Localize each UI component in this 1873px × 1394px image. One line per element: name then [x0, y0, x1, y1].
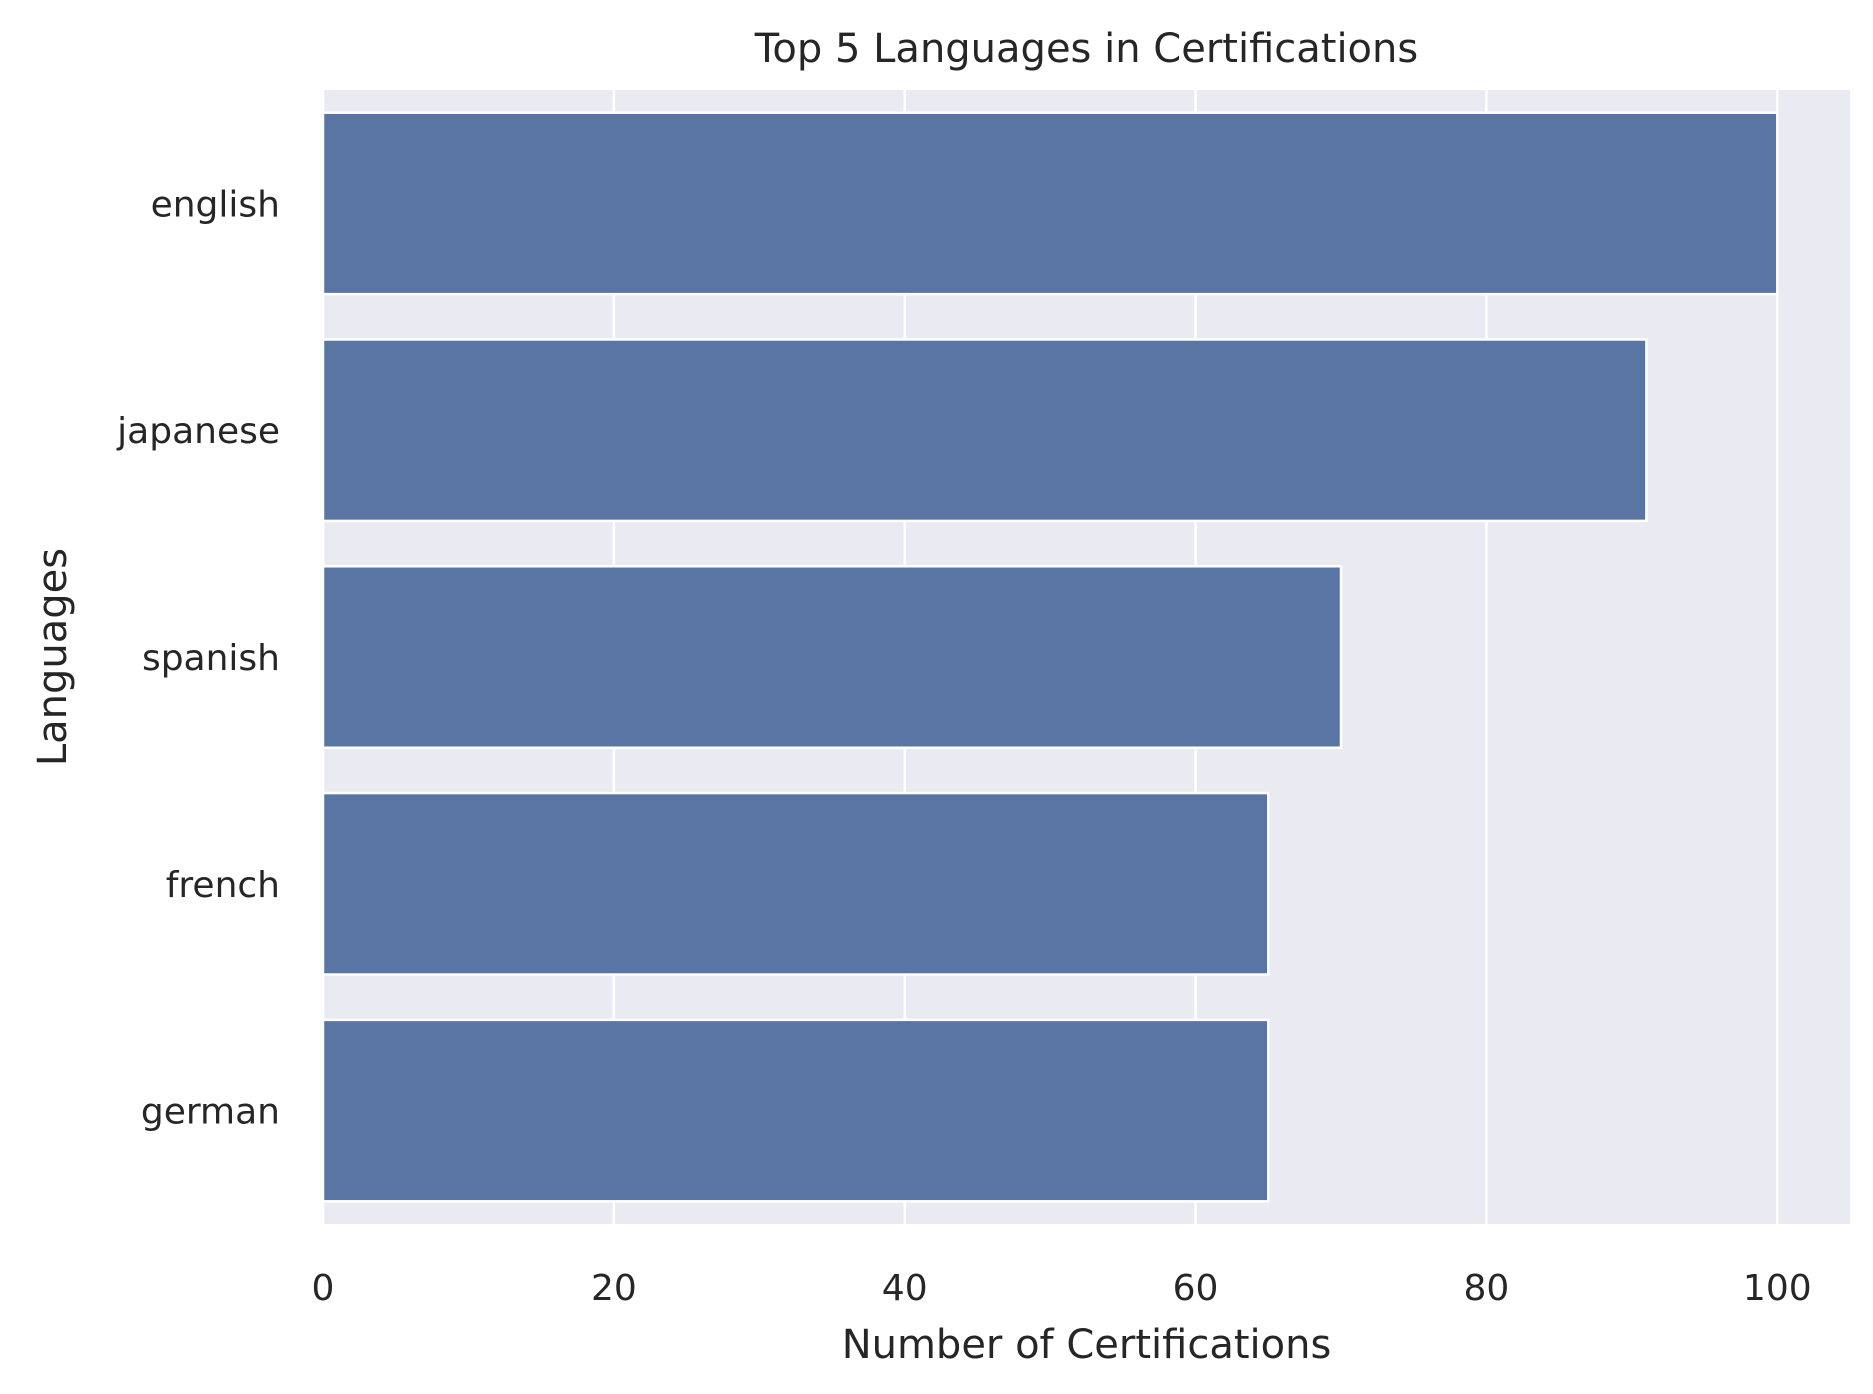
chart-title: Top 5 Languages in Certifications — [754, 26, 1418, 72]
x-axis-ticks: 0 20 40 60 80 100 — [312, 1268, 1812, 1309]
x-tick-label: 40 — [882, 1268, 928, 1309]
x-tick-label: 0 — [312, 1268, 335, 1309]
y-axis-label: Languages — [30, 548, 76, 766]
y-tick-label: japanese — [116, 411, 280, 452]
x-tick-label: 100 — [1743, 1268, 1812, 1309]
y-tick-label: spanish — [142, 638, 280, 679]
x-tick-label: 80 — [1464, 1268, 1510, 1309]
y-tick-label: french — [166, 865, 280, 906]
y-axis-categories: english japanese spanish french german — [116, 184, 280, 1132]
y-tick-label: english — [151, 184, 280, 225]
x-axis-label: Number of Certifications — [842, 1322, 1332, 1368]
bar-japanese — [321, 338, 1648, 523]
x-tick-label: 20 — [591, 1268, 637, 1309]
x-tick-label: 60 — [1173, 1268, 1219, 1309]
bar-english — [321, 111, 1779, 296]
bars — [321, 111, 1779, 1203]
bar-french — [321, 791, 1270, 976]
bar-spanish — [321, 565, 1343, 749]
y-tick-label: german — [141, 1092, 280, 1133]
bar-german — [321, 1018, 1270, 1203]
